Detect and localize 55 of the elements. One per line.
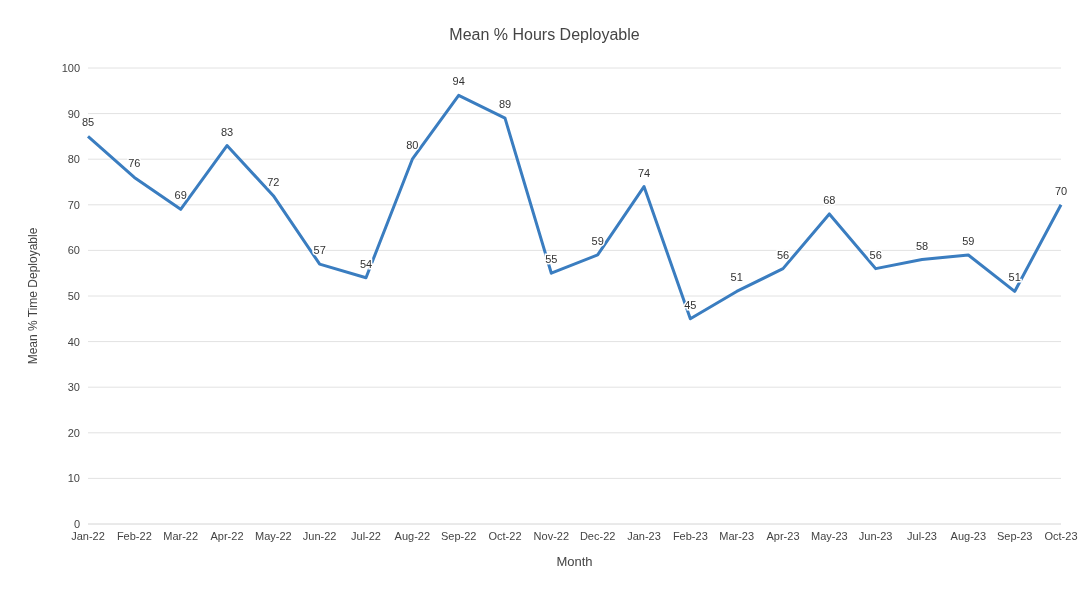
data-label: 89	[498, 98, 512, 111]
x-tick-label: Feb-22	[116, 529, 152, 542]
x-tick-label: Nov-22	[533, 529, 570, 542]
y-tick-label: 80	[67, 153, 80, 166]
data-label: 80	[406, 139, 419, 152]
data-label: 57	[313, 244, 326, 257]
y-tick-label: 100	[61, 61, 80, 74]
data-label: 59	[962, 234, 975, 247]
data-label: 51	[1008, 271, 1021, 284]
x-tick-label: Jan-22	[71, 529, 105, 542]
x-tick-label: Jul-23	[907, 529, 937, 542]
y-tick-label: 40	[67, 335, 80, 348]
x-tick-label: Jul-22	[351, 529, 381, 542]
x-tick-label: Oct-23	[1044, 529, 1078, 542]
y-tick-label: 70	[67, 198, 80, 211]
y-axis-title: Mean % Time Deployable	[26, 227, 41, 365]
y-tick-label: 0	[73, 517, 80, 530]
x-tick-label: Feb-23	[672, 529, 708, 542]
x-tick-label: Jun-23	[858, 529, 893, 542]
data-label: 59	[591, 234, 604, 247]
data-label: 69	[174, 189, 187, 202]
x-tick-label: May-23	[810, 529, 848, 542]
y-tick-label: 90	[67, 107, 80, 120]
data-label: 83	[220, 125, 234, 138]
data-label: 85	[81, 116, 95, 129]
data-label: 56	[869, 248, 882, 261]
x-tick-label: Aug-23	[950, 529, 987, 542]
x-tick-label: Oct-22	[488, 529, 522, 542]
x-tick-label: Mar-23	[719, 529, 755, 542]
x-tick-label: Apr-23	[766, 529, 800, 542]
x-tick-label: Jan-23	[627, 529, 661, 542]
data-label: 70	[1054, 184, 1068, 197]
data-label: 56	[776, 248, 790, 261]
x-tick-label: Jun-22	[302, 529, 337, 542]
y-tick-label: 50	[67, 289, 80, 302]
y-tick-label: 20	[67, 426, 80, 439]
x-tick-label: Aug-22	[394, 529, 431, 542]
x-tick-label: Sep-22	[440, 529, 477, 542]
x-axis-title: Month	[556, 554, 593, 569]
data-label: 76	[128, 157, 141, 170]
data-label: 72	[267, 175, 280, 188]
data-label: 51	[730, 271, 743, 284]
data-label: 74	[637, 166, 651, 179]
y-tick-label: 10	[67, 472, 80, 485]
y-tick-label: 30	[67, 381, 80, 394]
x-tick-label: Dec-22	[579, 529, 616, 542]
x-tick-label: Apr-22	[210, 529, 244, 542]
x-tick-label: Sep-23	[996, 529, 1033, 542]
chart-title: Mean % Hours Deployable	[448, 25, 641, 45]
data-label: 58	[915, 239, 929, 252]
x-tick-label: Mar-22	[163, 529, 199, 542]
y-tick-label: 60	[67, 244, 80, 257]
x-tick-label: May-22	[254, 529, 292, 542]
data-label: 68	[823, 193, 836, 206]
data-label: 94	[452, 75, 465, 88]
